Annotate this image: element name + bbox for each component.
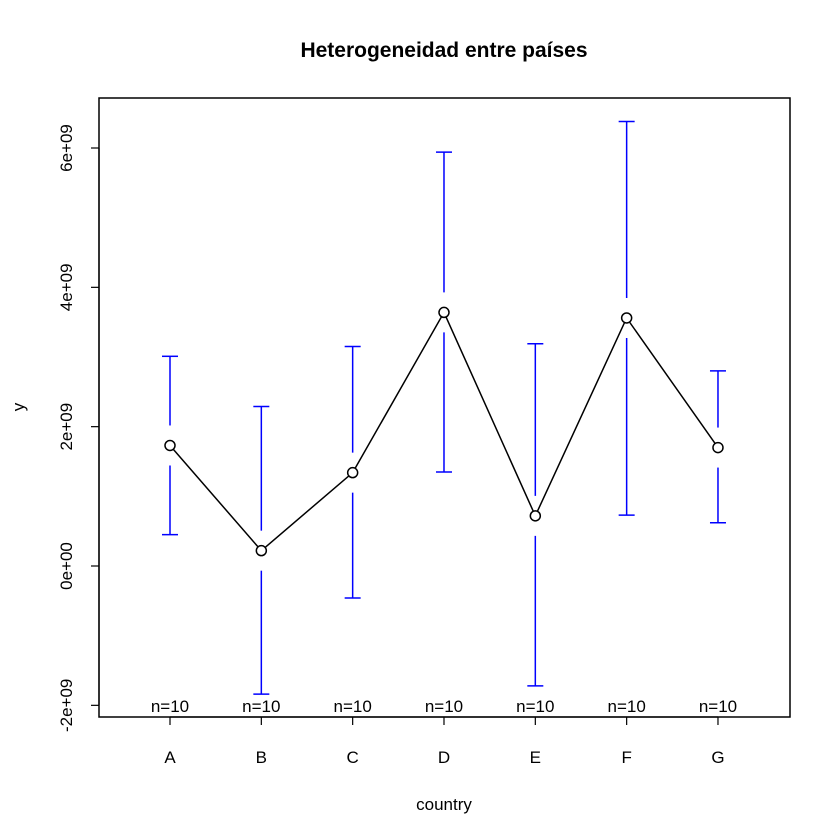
- x-tick-label: B: [256, 748, 267, 767]
- count-label: n=10: [151, 697, 189, 716]
- data-point: [164, 439, 176, 452]
- y-tick-label: 6e+09: [57, 124, 76, 172]
- x-tick-label: F: [621, 748, 631, 767]
- data-point: [438, 306, 450, 319]
- data-point: [255, 544, 268, 557]
- error-bars: [162, 120, 726, 695]
- y-axis-ticks: -2e+09 0e+00 2e+09 4e+09 6e+09: [57, 124, 99, 732]
- y-tick-label: 4e+09: [57, 263, 76, 311]
- x-tick-label: A: [164, 748, 176, 767]
- data-point: [346, 466, 359, 479]
- y-tick-label: 2e+09: [57, 403, 76, 451]
- count-label: n=10: [242, 697, 280, 716]
- x-tick-label: D: [438, 748, 450, 767]
- count-label: n=10: [608, 697, 646, 716]
- count-label: n=10: [334, 697, 372, 716]
- x-axis-label: country: [416, 795, 472, 814]
- data-point: [620, 312, 633, 324]
- data-point: [529, 510, 542, 522]
- y-tick-label: 0e+00: [57, 542, 76, 590]
- data-point: [712, 441, 724, 454]
- x-axis-ticks: A B C D E F G: [164, 716, 725, 767]
- count-label: n=10: [516, 697, 554, 716]
- chart-title: Heterogeneidad entre países: [300, 39, 587, 62]
- y-tick-label: -2e+09: [57, 679, 76, 732]
- y-axis-label: y: [9, 402, 28, 411]
- x-tick-label: C: [347, 748, 359, 767]
- x-tick-label: G: [711, 748, 724, 767]
- count-label: n=10: [425, 697, 463, 716]
- count-label: n=10: [699, 697, 737, 716]
- count-labels: n=10 n=10 n=10 n=10 n=10 n=10 n=10: [151, 697, 737, 716]
- x-tick-label: E: [530, 748, 541, 767]
- data-points: [164, 306, 724, 557]
